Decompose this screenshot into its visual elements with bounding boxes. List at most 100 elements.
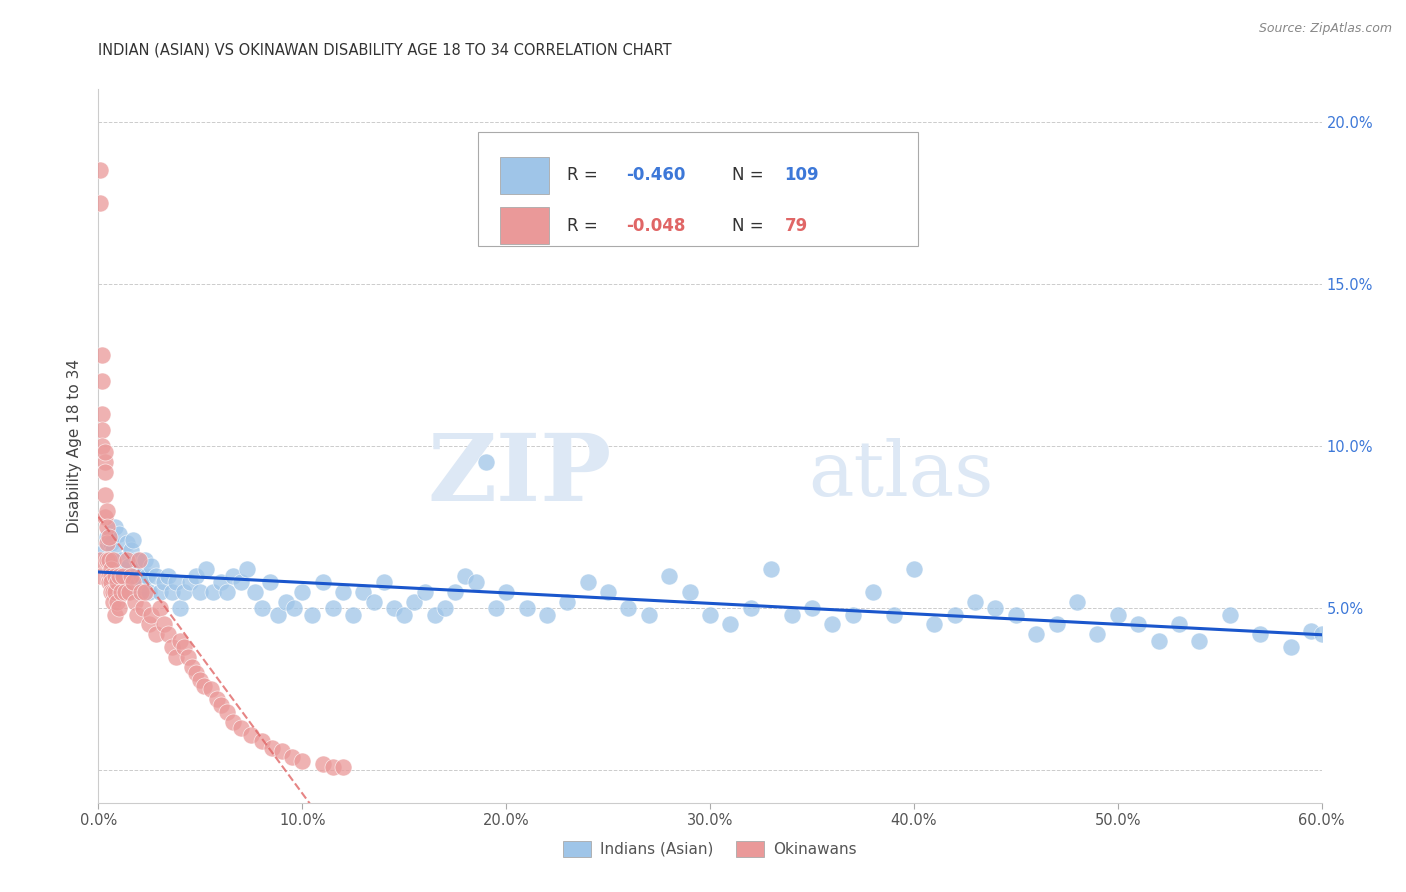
Point	[91, 407, 114, 421]
Point	[245, 585, 267, 599]
Point	[984, 601, 1007, 615]
Point	[149, 601, 172, 615]
Point	[943, 607, 966, 622]
Point	[105, 575, 128, 590]
Point	[841, 607, 863, 622]
Point	[617, 601, 640, 615]
Point	[101, 552, 124, 566]
Point	[93, 488, 115, 502]
Point	[259, 575, 281, 590]
Point	[100, 568, 122, 582]
Point	[160, 640, 183, 654]
Point	[138, 617, 160, 632]
Point	[91, 423, 114, 437]
Point	[186, 568, 208, 582]
Point	[134, 552, 156, 566]
Point	[201, 585, 224, 599]
Point	[156, 568, 179, 582]
Point	[128, 552, 150, 566]
Point	[97, 552, 120, 566]
Legend: Indians (Asian), Okinawans: Indians (Asian), Okinawans	[557, 835, 863, 863]
Point	[96, 504, 118, 518]
Point	[291, 585, 314, 599]
Point	[97, 575, 120, 590]
Point	[93, 465, 115, 479]
Point	[638, 607, 661, 622]
Text: -0.048: -0.048	[626, 217, 685, 235]
Text: INDIAN (ASIAN) VS OKINAWAN DISABILITY AGE 18 TO 34 CORRELATION CHART: INDIAN (ASIAN) VS OKINAWAN DISABILITY AG…	[98, 43, 672, 58]
Point	[1167, 617, 1189, 632]
Point	[363, 595, 385, 609]
Point	[464, 575, 486, 590]
Point	[132, 601, 155, 615]
Point	[699, 607, 721, 622]
Point	[138, 585, 160, 599]
Point	[129, 585, 152, 599]
Point	[231, 575, 253, 590]
Point	[104, 568, 127, 582]
Point	[423, 607, 446, 622]
Point	[132, 575, 155, 590]
Text: 109: 109	[785, 167, 820, 185]
Point	[114, 575, 136, 590]
Point	[100, 536, 122, 550]
Point	[222, 714, 245, 729]
Point	[110, 585, 132, 599]
Point	[352, 585, 374, 599]
Point	[96, 520, 118, 534]
Point	[222, 568, 245, 582]
Point	[186, 666, 208, 681]
Point	[108, 568, 131, 582]
Text: R =: R =	[567, 217, 603, 235]
Point	[100, 562, 122, 576]
Point	[965, 595, 987, 609]
Point	[1310, 627, 1333, 641]
Point	[89, 163, 111, 178]
Point	[485, 601, 508, 615]
Point	[91, 439, 114, 453]
Point	[128, 585, 150, 599]
Text: Source: ZipAtlas.com: Source: ZipAtlas.com	[1258, 22, 1392, 36]
Point	[89, 195, 111, 210]
Point	[118, 585, 141, 599]
Point	[145, 627, 167, 641]
Point	[108, 601, 131, 615]
Point	[1219, 607, 1241, 622]
Point	[474, 455, 498, 469]
Point	[301, 607, 323, 622]
Text: R =: R =	[567, 167, 603, 185]
Point	[173, 640, 195, 654]
Text: 79: 79	[785, 217, 808, 235]
Point	[188, 673, 212, 687]
Point	[104, 585, 127, 599]
Point	[240, 728, 263, 742]
Point	[215, 585, 238, 599]
Point	[1085, 627, 1108, 641]
Point	[93, 510, 115, 524]
Point	[720, 617, 742, 632]
Point	[392, 607, 416, 622]
Point	[1004, 607, 1026, 622]
Point	[89, 552, 111, 566]
Point	[129, 568, 152, 582]
Point	[332, 585, 354, 599]
Point	[152, 575, 174, 590]
Point	[181, 659, 204, 673]
Point	[169, 601, 191, 615]
Point	[160, 585, 183, 599]
Point	[332, 760, 354, 774]
Text: N =: N =	[733, 167, 769, 185]
Point	[322, 601, 344, 615]
Point	[127, 552, 149, 566]
Point	[434, 601, 457, 615]
Point	[96, 552, 118, 566]
Point	[101, 595, 124, 609]
Point	[576, 575, 599, 590]
Point	[93, 455, 115, 469]
Point	[195, 562, 218, 576]
Point	[188, 585, 212, 599]
Point	[557, 595, 579, 609]
Point	[89, 568, 111, 582]
Point	[111, 562, 134, 576]
Point	[274, 595, 297, 609]
